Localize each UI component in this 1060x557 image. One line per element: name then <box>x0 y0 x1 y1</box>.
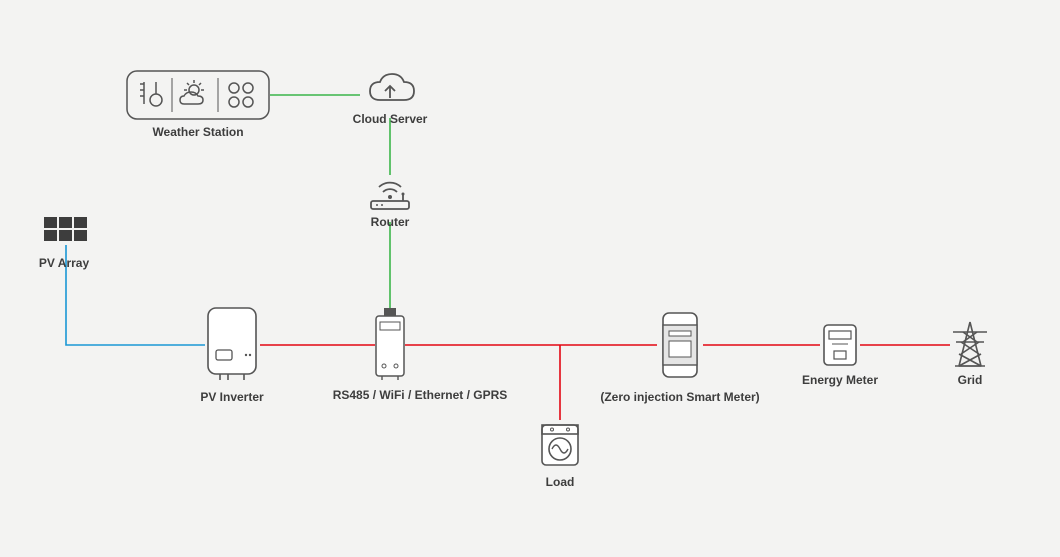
router-icon <box>365 175 415 215</box>
cloud-server-icon <box>362 68 418 112</box>
router-label: Router <box>371 215 410 229</box>
grid-icon <box>949 320 991 370</box>
pv-inverter-label: PV Inverter <box>200 390 263 404</box>
pv-inverter-icon <box>204 306 260 384</box>
smart-meter-label: (Zero injection Smart Meter) <box>600 390 759 404</box>
weather-station-icon <box>126 70 270 120</box>
pv-array-icon <box>44 217 88 243</box>
grid-label: Grid <box>958 373 983 387</box>
weather-station-label: Weather Station <box>152 125 243 139</box>
smart-meter-icon <box>657 309 703 381</box>
energy-meter-icon <box>820 321 860 369</box>
rs485-label: RS485 / WiFi / Ethernet / GPRS <box>333 388 508 402</box>
cloud-server-label: Cloud Server <box>353 112 428 126</box>
pv-array-label: PV Array <box>39 256 89 270</box>
load-label: Load <box>546 475 575 489</box>
energy-meter-label: Energy Meter <box>802 373 878 387</box>
rs485-datalogger-icon <box>372 308 408 382</box>
load-icon <box>538 421 582 469</box>
